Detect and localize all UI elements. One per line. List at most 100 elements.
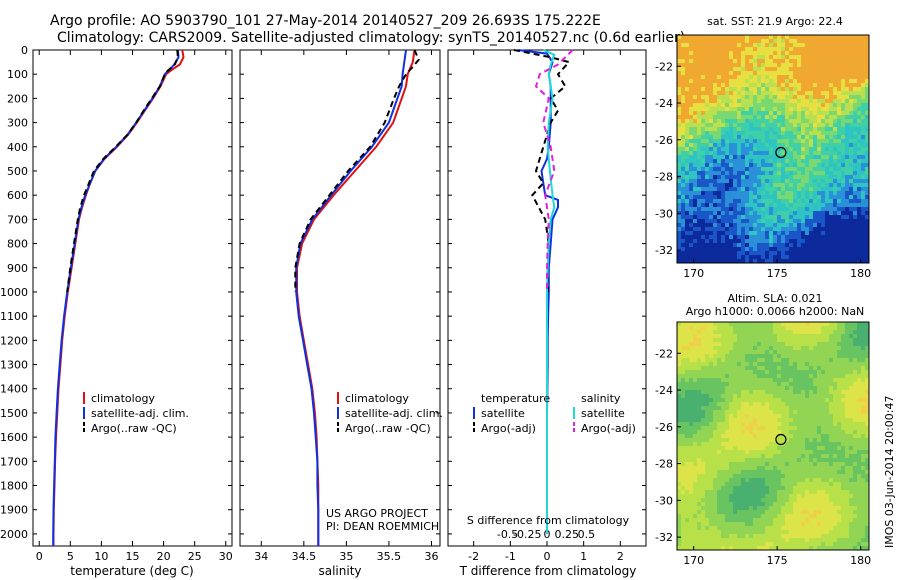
heatmap-cell — [849, 366, 854, 371]
depth-tick-label: 0 — [21, 44, 28, 57]
heatmap-cell — [829, 239, 834, 244]
heatmap-cell — [717, 346, 722, 351]
heatmap-cell — [725, 326, 730, 331]
heatmap-cell — [677, 163, 682, 168]
heatmap-cell — [681, 474, 686, 479]
heatmap-cell — [709, 350, 714, 355]
heatmap-cell — [781, 255, 786, 260]
heatmap-cell — [829, 199, 834, 204]
heatmap-cell — [765, 139, 770, 144]
heatmap-cell — [789, 338, 794, 343]
heatmap-cell — [789, 446, 794, 451]
heatmap-cell — [801, 239, 806, 244]
heatmap-cell — [705, 63, 710, 68]
heatmap-cell — [737, 482, 742, 487]
heatmap-cell — [817, 191, 822, 196]
heatmap-cell — [721, 151, 726, 156]
heatmap-cell — [817, 95, 822, 100]
heatmap-cell — [725, 474, 730, 479]
heatmap-cell — [725, 91, 730, 96]
heatmap-cell — [689, 322, 694, 327]
heatmap-cell — [693, 243, 698, 248]
heatmap-cell — [833, 139, 838, 144]
heatmap-cell — [685, 139, 690, 144]
heatmap-cell — [769, 450, 774, 455]
heatmap-cell — [745, 247, 750, 252]
heatmap-cell — [709, 75, 714, 80]
heatmap-cell — [805, 47, 810, 52]
heatmap-cell — [797, 322, 802, 327]
heatmap-cell — [817, 115, 822, 120]
heatmap-cell — [713, 470, 718, 475]
heatmap-cell — [697, 326, 702, 331]
heatmap-cell — [801, 143, 806, 148]
heatmap-cell — [705, 255, 710, 260]
heatmap-cell — [833, 442, 838, 447]
heatmap-cell — [757, 394, 762, 399]
heatmap-cell — [777, 203, 782, 208]
heatmap-cell — [677, 227, 682, 232]
heatmap-cell — [861, 402, 866, 407]
heatmap-cell — [805, 151, 810, 156]
heatmap-cell — [781, 446, 786, 451]
heatmap-cell — [805, 322, 810, 327]
heatmap-cell — [677, 354, 682, 359]
heatmap-cell — [757, 187, 762, 192]
heatmap-cell — [737, 155, 742, 160]
heatmap-cell — [853, 211, 858, 216]
heatmap-cell — [841, 390, 846, 395]
heatmap-cell — [785, 478, 790, 483]
heatmap-cell — [781, 382, 786, 387]
heatmap-cell — [865, 438, 870, 443]
heatmap-cell — [721, 155, 726, 160]
heatmap-cell — [825, 119, 830, 124]
heatmap-cell — [809, 386, 814, 391]
heatmap-cell — [813, 382, 818, 387]
series-line — [296, 49, 416, 546]
heatmap-cell — [749, 259, 754, 264]
heatmap-cell — [685, 482, 690, 487]
heatmap-cell — [685, 183, 690, 188]
heatmap-cell — [721, 235, 726, 240]
heatmap-cell — [857, 191, 862, 196]
heatmap-cell — [829, 75, 834, 80]
heatmap-cell — [697, 418, 702, 423]
salinity-legend: climatology satellite-adj. clim. Argo(..… — [337, 392, 443, 435]
heatmap-cell — [865, 478, 870, 483]
heatmap-cell — [681, 139, 686, 144]
heatmap-cell — [745, 478, 750, 483]
heatmap-cell — [701, 454, 706, 459]
heatmap-cell — [761, 478, 766, 483]
heatmap-cell — [789, 191, 794, 196]
heatmap-cell — [793, 235, 798, 240]
heatmap-cell — [809, 103, 814, 108]
heatmap-cell — [865, 215, 870, 220]
heatmap-cell — [805, 454, 810, 459]
heatmap-cell — [713, 219, 718, 224]
heatmap-cell — [825, 386, 830, 391]
heatmap-cell — [729, 95, 734, 100]
heatmap-cell — [701, 442, 706, 447]
heatmap-cell — [813, 227, 818, 232]
heatmap-cell — [861, 354, 866, 359]
heatmap-cell — [765, 442, 770, 447]
heatmap-cell — [721, 43, 726, 48]
heatmap-cell — [809, 247, 814, 252]
heatmap-cell — [689, 63, 694, 68]
heatmap-cell — [689, 454, 694, 459]
heatmap-cell — [865, 35, 870, 40]
heatmap-cell — [701, 51, 706, 56]
heatmap-cell — [757, 35, 762, 40]
heatmap-cell — [725, 51, 730, 56]
heatmap-cell — [709, 255, 714, 260]
heatmap-cell — [705, 195, 710, 200]
heatmap-cell — [765, 119, 770, 124]
heatmap-cell — [853, 422, 858, 427]
heatmap-cell — [697, 235, 702, 240]
heatmap-cell — [713, 179, 718, 184]
heatmap-cell — [865, 482, 870, 487]
heatmap-cell — [745, 127, 750, 132]
heatmap-cell — [857, 155, 862, 160]
heatmap-cell — [845, 219, 850, 224]
heatmap-cell — [861, 39, 866, 44]
